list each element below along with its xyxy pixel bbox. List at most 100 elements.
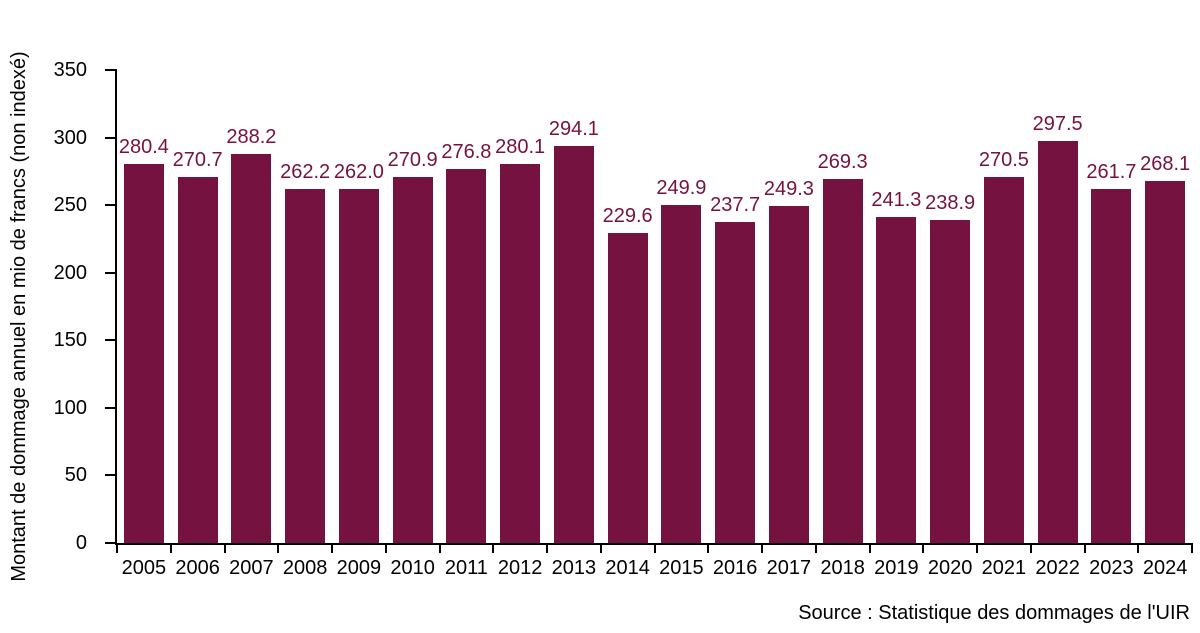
y-axis-tick — [105, 271, 117, 274]
x-axis-category-label: 2009 — [336, 557, 382, 579]
y-axis-tick-label: 0 — [75, 532, 87, 554]
bar-2005 — [123, 164, 164, 543]
bar-2011 — [446, 168, 487, 543]
bar-value-label: 237.7 — [710, 193, 761, 216]
x-axis-category-label: 2020 — [927, 557, 973, 579]
bar-value-label: 280.1 — [495, 136, 546, 159]
bar-value-label: 270.7 — [172, 149, 223, 172]
bar-2021 — [983, 177, 1024, 543]
bar-2018 — [822, 179, 863, 543]
bar-2013 — [553, 145, 594, 543]
x-axis-category-label: 2011 — [444, 557, 488, 579]
x-axis-category-label: 2013 — [551, 557, 597, 579]
x-axis-tick — [1083, 543, 1086, 553]
y-axis-tick — [105, 136, 117, 139]
bar-2009 — [338, 188, 379, 543]
x-axis-tick — [1137, 543, 1140, 553]
x-axis-tick — [761, 543, 763, 553]
x-axis-category-label: 2007 — [229, 557, 274, 579]
bar-2017 — [768, 206, 809, 543]
bar-value-label: 276.8 — [441, 140, 492, 163]
source-caption: Source : Statistique des dommages de l'U… — [798, 602, 1190, 624]
x-axis-tick — [1029, 543, 1032, 553]
x-axis-category-label: 2017 — [766, 557, 812, 579]
x-axis-category-label: 2016 — [712, 557, 758, 579]
bar-2006 — [177, 177, 218, 543]
y-axis-tick — [105, 406, 117, 409]
bar-value-label: 262.2 — [280, 160, 331, 183]
bar-value-label: 297.5 — [1032, 112, 1083, 135]
bar-2016 — [715, 221, 756, 543]
bar-2010 — [392, 176, 433, 543]
bar-value-label: 249.3 — [763, 178, 814, 201]
x-axis-category-label: 2012 — [497, 557, 543, 579]
bar-2015 — [661, 205, 702, 543]
bar-value-label: 270.5 — [978, 149, 1029, 172]
y-axis-tick-label: 250 — [53, 194, 87, 217]
x-axis-tick — [653, 543, 656, 553]
x-axis-category-label: 2006 — [175, 557, 220, 579]
bar-value-label: 238.9 — [925, 192, 976, 215]
bar-value-label: 280.4 — [118, 136, 169, 159]
x-axis-category-label: 2021 — [981, 557, 1027, 579]
x-axis-tick — [976, 543, 978, 553]
bar-2019 — [876, 216, 917, 543]
y-axis-tick-label: 150 — [53, 329, 87, 352]
bar-value-label: 229.6 — [602, 204, 653, 227]
bar-value-label: 261.7 — [1086, 161, 1137, 184]
x-axis-tick — [707, 543, 710, 553]
y-axis-tick — [105, 69, 117, 71]
y-axis-tick-label: 300 — [53, 126, 87, 149]
y-axis-tick-label: 200 — [53, 261, 87, 284]
x-axis-tick — [277, 543, 280, 553]
x-axis-category-label: 2010 — [390, 557, 435, 579]
x-axis-tick — [384, 543, 387, 553]
y-axis-tick — [105, 542, 117, 544]
y-axis-tick — [105, 339, 117, 342]
x-axis-tick — [868, 543, 871, 553]
y-axis-tick-label: 350 — [53, 59, 87, 81]
bar-2023 — [1091, 189, 1132, 543]
x-axis-tick — [331, 543, 333, 553]
y-axis-tick-label: 50 — [64, 464, 87, 487]
bar-2022 — [1037, 140, 1078, 543]
y-axis-tick — [105, 474, 117, 477]
plot-area: 0 50 100 150 200 250 300 350 280.4 2005 270.7 2006 2… — [54, 60, 1193, 579]
x-axis-category-label: 2023 — [1089, 557, 1134, 579]
bar-2012 — [500, 164, 541, 543]
bar-2014 — [607, 232, 648, 543]
y-axis-tick-label: 100 — [53, 396, 87, 419]
x-axis-category-label: 2008 — [282, 557, 328, 579]
x-axis-category-label: 2022 — [1035, 557, 1080, 579]
x-axis-tick — [223, 543, 226, 553]
bar-2024 — [1145, 180, 1186, 543]
x-axis-tick — [599, 543, 602, 553]
bar-value-label: 294.1 — [548, 117, 599, 140]
y-axis-tick — [105, 204, 117, 207]
x-axis-tick — [438, 543, 441, 553]
x-axis-category-label: 2005 — [121, 557, 167, 579]
bar-value-label: 262.0 — [333, 160, 384, 183]
bar-2008 — [285, 188, 326, 543]
bar-value-label: 269.3 — [817, 151, 868, 174]
x-axis-category-label: 2015 — [659, 557, 704, 579]
x-axis-tick — [922, 543, 925, 553]
x-axis-tick — [814, 543, 817, 553]
bar-value-label: 270.9 — [387, 148, 438, 171]
x-axis-tick — [546, 543, 548, 553]
bar-value-label: 268.1 — [1140, 152, 1191, 175]
x-axis-category-label: 2019 — [874, 557, 919, 579]
x-axis-category-label: 2014 — [605, 557, 650, 579]
bar-value-label: 241.3 — [871, 188, 922, 211]
x-axis-tick — [169, 543, 172, 553]
bar-value-label: 288.2 — [226, 125, 277, 148]
x-axis-category-label: 2018 — [820, 557, 865, 579]
bar-2020 — [930, 220, 971, 543]
x-axis-tick — [492, 543, 495, 553]
bar-value-label: 249.9 — [656, 177, 707, 200]
bar-2007 — [231, 153, 272, 543]
x-axis-tick — [116, 543, 118, 553]
x-axis-category-label: 2024 — [1142, 557, 1188, 579]
x-axis-tick — [1191, 543, 1193, 553]
